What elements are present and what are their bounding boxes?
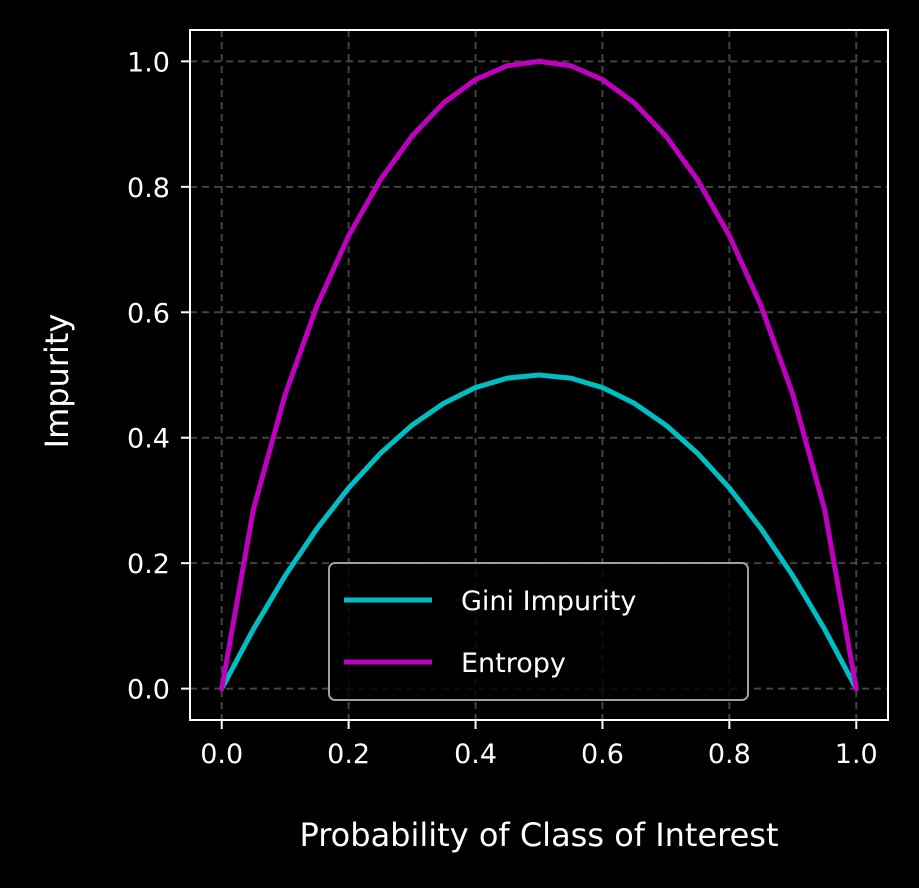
x-tick-label: 0.8 — [708, 739, 751, 770]
legend-label: Entropy — [461, 648, 566, 679]
plot-frame — [189, 29, 889, 721]
y-axis-label: Impurity — [38, 314, 76, 449]
y-tick-label: 1.0 — [127, 47, 170, 78]
legend-label: Gini Impurity — [461, 586, 636, 617]
axis-ticks: 0.0 0.2 0.4 0.6 0.8 1.0 0.0 0.2 0.4 0.6 0.8 1.0 — [127, 47, 878, 770]
x-tick-label: 1.0 — [835, 739, 878, 770]
x-tick-label: 0.2 — [327, 739, 370, 770]
y-tick-label: 0.0 — [127, 675, 170, 706]
y-tick-label: 0.8 — [127, 173, 170, 204]
legend-box — [328, 562, 749, 701]
legend: Gini Impurity Entropy — [328, 562, 749, 701]
series-lines — [219, 58, 859, 692]
x-axis-label: Probability of Class of Interest — [299, 816, 778, 854]
x-tick-label: 0.0 — [200, 739, 243, 770]
series-line-gini-impurity — [219, 372, 859, 692]
y-tick-label: 0.4 — [127, 424, 170, 455]
y-tick-label: 0.2 — [127, 549, 170, 580]
x-tick-label: 0.6 — [581, 739, 624, 770]
x-tick-label: 0.4 — [454, 739, 497, 770]
y-tick-label: 0.6 — [127, 298, 170, 329]
series-line-entropy — [219, 58, 859, 692]
